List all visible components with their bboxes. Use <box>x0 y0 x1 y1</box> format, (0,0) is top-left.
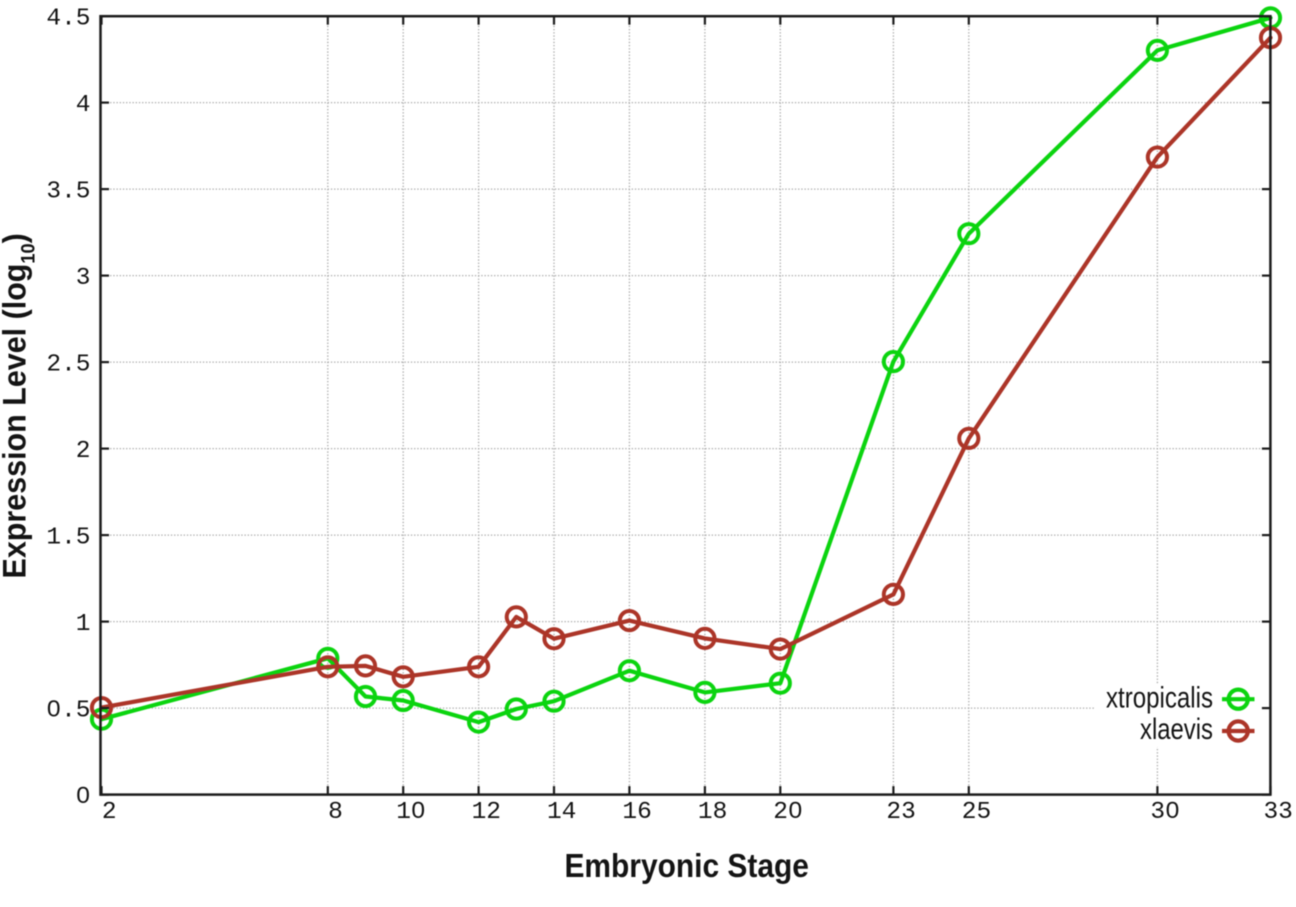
svg-text:4: 4 <box>76 92 91 119</box>
svg-text:2: 2 <box>76 438 91 465</box>
svg-text:16: 16 <box>622 799 651 826</box>
svg-text:3: 3 <box>76 265 91 292</box>
svg-text:8: 8 <box>328 799 343 826</box>
svg-text:2: 2 <box>102 799 117 826</box>
svg-text:xtropicalis: xtropicalis <box>1106 681 1213 714</box>
svg-text:33: 33 <box>1263 799 1292 826</box>
svg-text:18: 18 <box>698 799 727 826</box>
svg-text:14: 14 <box>547 799 576 826</box>
svg-text:1.5: 1.5 <box>46 525 90 552</box>
svg-text:1: 1 <box>76 611 91 638</box>
svg-text:10: 10 <box>396 799 425 826</box>
svg-text:30: 30 <box>1150 799 1179 826</box>
svg-text:3.5: 3.5 <box>46 179 90 206</box>
svg-text:23: 23 <box>886 799 915 826</box>
svg-text:xlaevis: xlaevis <box>1140 713 1213 746</box>
svg-text:2.5: 2.5 <box>46 352 90 379</box>
svg-text:Embryonic Stage: Embryonic Stage <box>564 848 809 885</box>
svg-text:25: 25 <box>962 799 991 826</box>
svg-text:4.5: 4.5 <box>46 6 90 33</box>
svg-text:12: 12 <box>472 799 501 826</box>
svg-text:20: 20 <box>773 799 802 826</box>
